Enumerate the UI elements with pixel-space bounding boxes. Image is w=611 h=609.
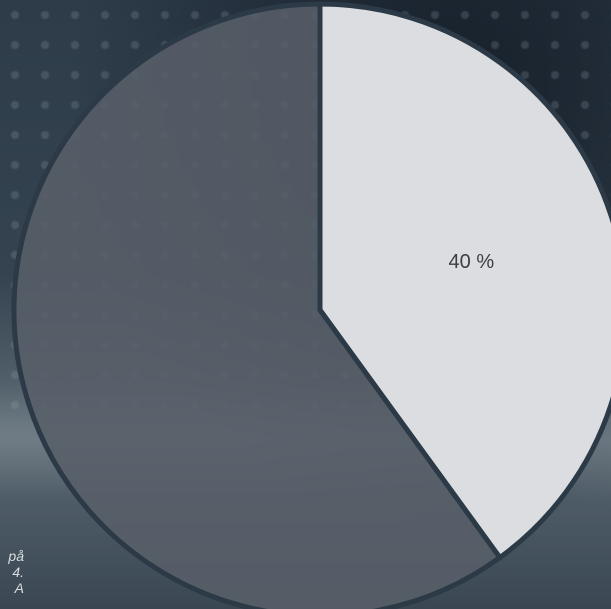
pie-slice-2 xyxy=(11,1,503,609)
caption-line-3: A xyxy=(14,580,24,596)
pie-labels: 40 % xyxy=(449,251,495,273)
caption-line-1: på xyxy=(8,548,24,564)
pie-slice-label-1: 40 % xyxy=(449,251,495,273)
pie-slices xyxy=(11,1,611,609)
caption-fragment: på 4. A xyxy=(0,548,24,596)
caption-line-2: 4. xyxy=(12,564,24,580)
